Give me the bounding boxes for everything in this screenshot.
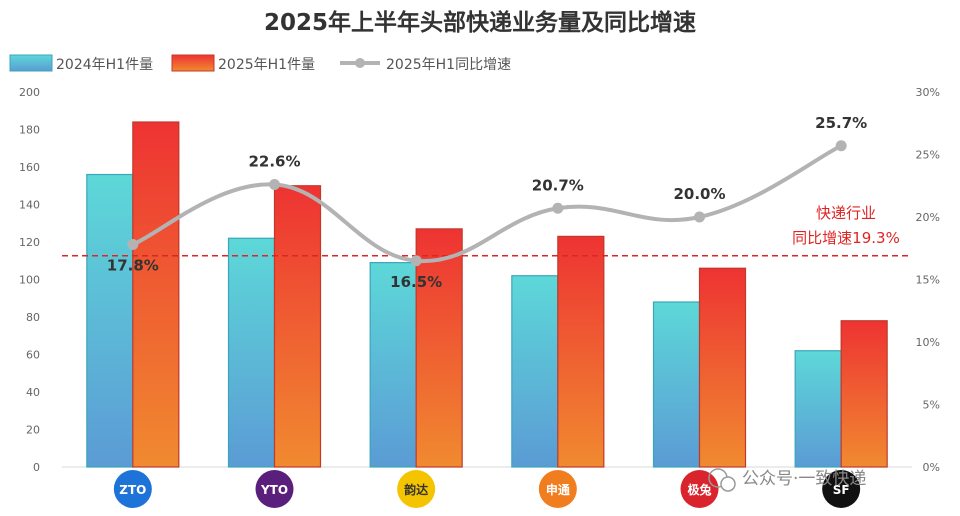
left-tick-label: 160 bbox=[19, 161, 40, 174]
growth-marker bbox=[552, 202, 564, 214]
logo-text-4: 申通 bbox=[546, 482, 570, 497]
logo-badge-4 bbox=[538, 470, 577, 508]
right-axis: 0% 5% 10% 15% 20% 25% 30% bbox=[916, 86, 940, 474]
bar-2024 bbox=[227, 237, 276, 468]
watermark: 公众号·一致快递 bbox=[708, 468, 866, 492]
legend-label-2024: 2024年H1件量 bbox=[56, 57, 153, 73]
bar-2024 bbox=[794, 350, 842, 468]
logo-text-1: ZTO bbox=[119, 483, 146, 497]
chart-title: 2025年上半年头部快递业务量及同比增速 bbox=[264, 9, 696, 36]
logo-text-5: 极兔 bbox=[687, 482, 711, 497]
left-tick-label: 40 bbox=[26, 386, 40, 399]
right-tick-label: 10% bbox=[916, 336, 940, 349]
legend-label-growth: 2025年H1同比增速 bbox=[386, 57, 511, 73]
bar-2025 bbox=[132, 121, 180, 468]
growth-data-label: 20.0% bbox=[673, 185, 725, 203]
left-tick-label: 20 bbox=[26, 424, 40, 437]
left-tick-label: 80 bbox=[26, 311, 40, 324]
bar-2024 bbox=[652, 301, 701, 468]
right-tick-label: 25% bbox=[916, 149, 940, 162]
left-tick-label: 60 bbox=[26, 349, 40, 362]
legend-swatch-growth-marker bbox=[355, 58, 365, 68]
left-tick-label: 200 bbox=[19, 86, 40, 99]
growth-data-label: 17.8% bbox=[107, 257, 159, 275]
legend-swatch-2025 bbox=[171, 54, 215, 72]
category-logos: ZTO YTO 韵达 申通 极兔 SF bbox=[113, 470, 861, 508]
legend: 2024年H1件量 2025年H1件量 2025年H1同比增速 bbox=[9, 54, 511, 73]
bar-2024 bbox=[511, 275, 559, 468]
bar-2025 bbox=[415, 228, 463, 468]
legend-label-2025: 2025年H1件量 bbox=[218, 57, 315, 73]
bars bbox=[86, 121, 888, 468]
bar-2024 bbox=[369, 262, 417, 468]
logo-badge-3 bbox=[397, 470, 436, 508]
growth-marker bbox=[269, 179, 280, 190]
legend-swatch-2024 bbox=[9, 54, 53, 72]
left-tick-label: 100 bbox=[19, 274, 40, 287]
bar-2025 bbox=[840, 320, 888, 468]
left-tick-label: 180 bbox=[19, 124, 40, 137]
growth-rate-line bbox=[130, 143, 844, 263]
growth-markers bbox=[127, 140, 847, 267]
growth-data-label: 16.5% bbox=[390, 273, 442, 291]
left-tick-label: 140 bbox=[19, 199, 40, 212]
left-tick-label: 120 bbox=[19, 236, 40, 249]
bar-2024 bbox=[86, 173, 134, 468]
growth-data-label: 22.6% bbox=[248, 153, 300, 171]
growth-marker bbox=[127, 239, 139, 250]
growth-marker bbox=[410, 255, 422, 267]
right-tick-label: 5% bbox=[923, 399, 940, 412]
growth-marker bbox=[694, 211, 705, 223]
logo-text-2: YTO bbox=[260, 483, 288, 497]
right-tick-label: 30% bbox=[916, 86, 940, 99]
right-tick-label: 0% bbox=[923, 461, 940, 474]
logo-badge-1 bbox=[113, 470, 152, 508]
watermark-text: 公众号·一致快递 bbox=[742, 469, 866, 489]
bar-2025 bbox=[698, 267, 747, 468]
left-tick-label: 0 bbox=[33, 461, 40, 474]
right-tick-label: 20% bbox=[916, 211, 940, 224]
reference-annotation-line2: 同比增速19.3% bbox=[792, 229, 900, 247]
bar-2025 bbox=[557, 235, 605, 468]
growth-data-label: 25.7% bbox=[815, 114, 867, 132]
left-axis: 0 20 40 60 80 100 120 140 160 180 200 bbox=[19, 86, 40, 474]
right-tick-label: 15% bbox=[916, 274, 940, 287]
growth-data-label: 20.7% bbox=[532, 176, 584, 194]
logo-badge-6 bbox=[822, 470, 861, 508]
growth-marker bbox=[835, 140, 847, 152]
logo-text-6: SF bbox=[833, 483, 850, 497]
logo-badge-2 bbox=[255, 470, 294, 508]
logo-text-3: 韵达 bbox=[404, 482, 428, 497]
growth-data-labels: 17.8% 22.6% 16.5% 20.7% 20.0% 25.7% bbox=[107, 114, 867, 291]
bar-2025 bbox=[273, 185, 322, 468]
wechat-icon-small bbox=[720, 476, 736, 492]
reference-annotation-line1: 快递行业 bbox=[816, 204, 876, 222]
